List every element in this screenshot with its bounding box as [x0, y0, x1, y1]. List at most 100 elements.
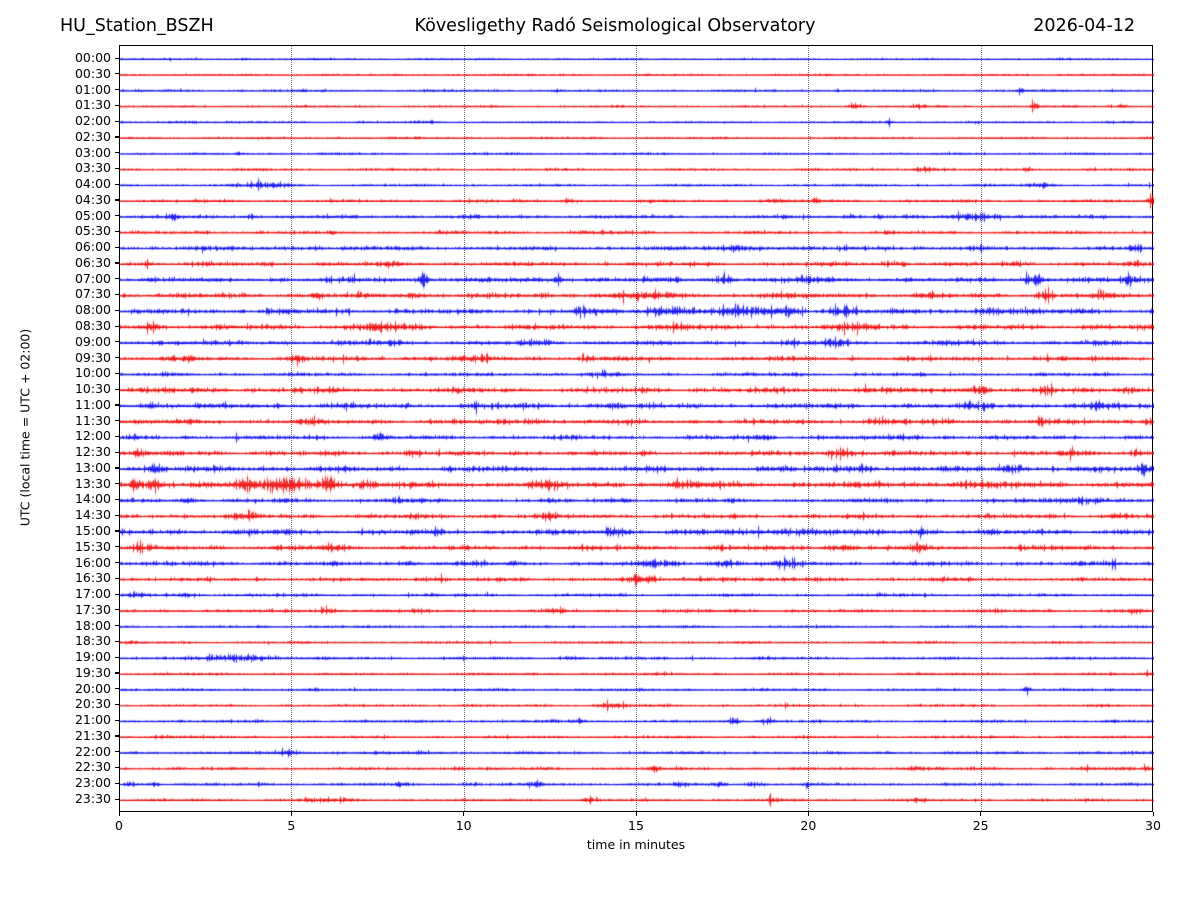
y-tick-mark: [115, 514, 119, 516]
y-tick-label: 00:00: [74, 50, 111, 65]
y-tick-mark: [115, 388, 119, 390]
y-tick-label: 15:30: [74, 538, 111, 554]
y-tick-label: 11:30: [74, 412, 111, 428]
y-tick-mark: [115, 498, 119, 501]
y-tick-mark: [115, 483, 119, 485]
x-tick-mark: [635, 812, 637, 816]
y-tick-mark: [115, 57, 119, 59]
y-tick-mark: [115, 751, 119, 753]
x-tick-label: 20: [800, 818, 817, 833]
y-tick-label: 05:00: [74, 207, 111, 223]
y-tick-label: 21:30: [74, 727, 111, 743]
y-tick-label: 12:00: [74, 428, 111, 444]
y-tick-mark: [115, 104, 119, 106]
y-tick-mark: [115, 735, 119, 737]
x-axis-label: time in minutes: [586, 837, 686, 852]
station-title: HU_Station_BSZH: [60, 16, 214, 36]
y-tick-label: 05:30: [74, 223, 111, 239]
y-tick-mark: [115, 530, 119, 532]
y-tick-label: 14:30: [74, 507, 111, 523]
y-tick-label: 14:00: [74, 491, 111, 507]
y-tick-label: 07:00: [74, 270, 111, 286]
x-tick-mark: [463, 812, 465, 816]
y-tick-label: 16:00: [74, 554, 111, 570]
y-tick-label: 10:00: [74, 365, 111, 381]
y-tick-mark: [115, 640, 119, 643]
y-tick-mark: [115, 325, 119, 327]
x-tick-label: 30: [1145, 818, 1161, 833]
y-tick-label: 18:30: [74, 633, 111, 649]
y-tick-label: 06:00: [74, 239, 111, 255]
y-tick-label: 11:00: [74, 396, 111, 412]
y-tick-mark: [115, 357, 119, 359]
y-tick-label: 03:30: [74, 160, 111, 176]
y-tick-label: 17:30: [74, 601, 111, 617]
y-tick-label: 04:30: [74, 191, 111, 207]
y-tick-mark: [115, 341, 119, 343]
y-tick-label: 06:30: [74, 254, 111, 270]
y-tick-mark: [115, 593, 119, 595]
y-tick-label: 02:00: [74, 113, 111, 129]
x-tick-mark: [290, 812, 293, 816]
y-tick-label: 20:30: [74, 696, 111, 712]
y-tick-label: 19:00: [74, 649, 111, 665]
y-tick-label: 10:30: [74, 381, 111, 397]
y-tick-mark: [115, 167, 119, 170]
y-tick-label: 20:00: [74, 680, 111, 696]
x-tick-label: 5: [287, 818, 296, 833]
y-tick-label: 13:00: [74, 459, 111, 475]
y-tick-mark: [115, 404, 119, 406]
x-tick-label: 0: [115, 818, 123, 833]
observatory-title: Kövesligethy Radó Seismological Observat…: [414, 16, 816, 36]
y-tick-mark: [115, 562, 119, 564]
y-tick-mark: [115, 293, 119, 296]
x-tick-mark: [980, 812, 982, 816]
y-tick-mark: [115, 782, 119, 784]
y-tick-mark: [115, 719, 119, 721]
y-tick-mark: [115, 309, 119, 311]
y-tick-label: 22:30: [74, 759, 111, 775]
y-tick-label: 16:30: [74, 570, 111, 586]
y-tick-mark: [115, 451, 119, 453]
y-tick-mark: [115, 625, 119, 627]
y-tick-label: 09:00: [74, 333, 111, 349]
y-tick-label: 02:30: [74, 128, 111, 144]
y-tick-mark: [115, 89, 119, 91]
y-tick-mark: [115, 73, 119, 75]
y-tick-label: 09:30: [74, 349, 111, 365]
y-tick-mark: [115, 215, 119, 217]
y-tick-label: 08:00: [74, 302, 111, 318]
y-tick-label: 18:00: [74, 617, 111, 633]
y-tick-mark: [115, 546, 119, 548]
y-tick-mark: [115, 435, 119, 438]
date-label: 2026-04-12: [1033, 16, 1135, 36]
y-tick-mark: [115, 278, 119, 280]
y-tick-label: 04:00: [74, 176, 111, 192]
x-tick-label: 25: [972, 818, 989, 833]
y-tick-label: 07:30: [74, 286, 111, 302]
y-tick-mark: [115, 230, 119, 233]
y-tick-mark: [115, 372, 119, 374]
x-tick-mark: [118, 812, 120, 816]
y-tick-mark: [115, 688, 119, 690]
x-tick-label: 15: [628, 818, 644, 833]
y-tick-mark: [115, 136, 119, 138]
y-tick-mark: [115, 672, 119, 674]
y-tick-label: 15:00: [74, 522, 111, 538]
y-tick-label: 12:30: [74, 444, 111, 460]
seismogram-traces: [120, 46, 1154, 813]
y-tick-mark: [115, 183, 119, 185]
y-tick-label: 01:00: [74, 81, 111, 97]
y-tick-mark: [115, 152, 119, 154]
y-tick-mark: [115, 703, 119, 706]
y-tick-mark: [115, 798, 119, 800]
y-tick-mark: [115, 577, 119, 579]
y-tick-mark: [115, 262, 119, 264]
y-tick-mark: [115, 467, 119, 469]
y-tick-label: 23:30: [74, 791, 111, 806]
y-tick-mark: [115, 766, 119, 769]
y-tick-mark: [115, 120, 119, 122]
y-tick-label: 17:00: [74, 586, 111, 602]
x-tick-mark: [1152, 812, 1154, 816]
